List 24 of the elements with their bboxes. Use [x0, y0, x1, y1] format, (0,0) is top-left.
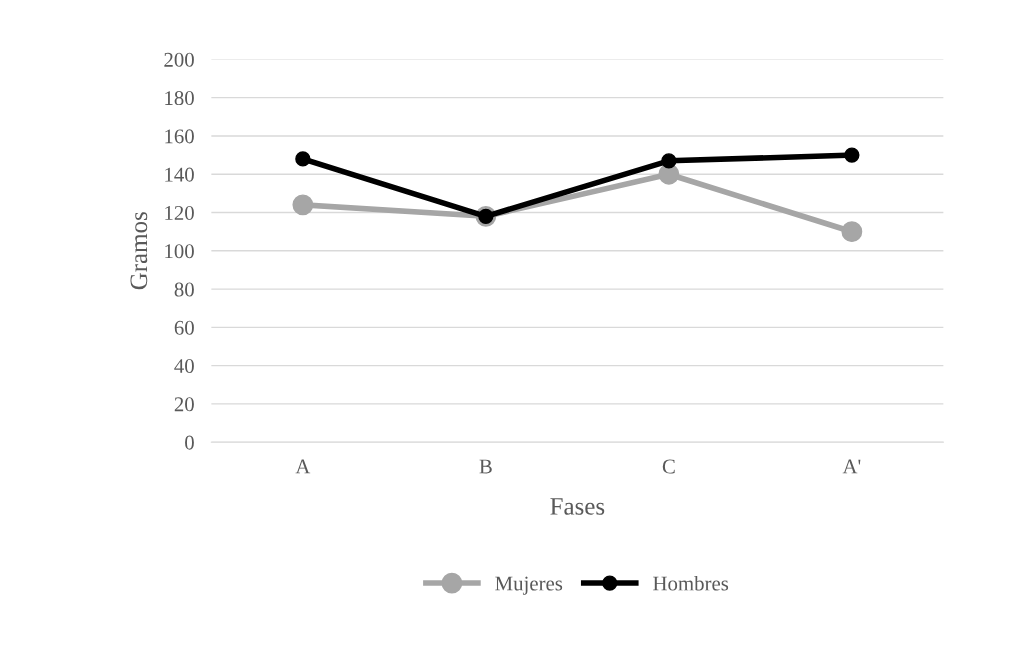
x-tick-label: C [662, 459, 675, 474]
y-axis-title: Gramos [130, 212, 148, 290]
y-tick-label: 140 [165, 167, 194, 182]
legend-label: Hombres [653, 575, 729, 591]
x-tick-label: B [479, 459, 492, 474]
legend-label: Mujeres [495, 576, 563, 595]
y-tick-label: 0 [185, 435, 194, 450]
point [295, 151, 311, 167]
y-tick-label: 20 [174, 397, 194, 412]
y-tick-label: 200 [164, 52, 194, 67]
point [841, 221, 863, 243]
y-tick-label: 180 [165, 91, 194, 106]
x-tick-label: A' [842, 459, 861, 474]
y-tick-label: 40 [174, 359, 194, 374]
y-tick-label: 120 [165, 205, 194, 220]
point [844, 147, 860, 163]
y-tick-label: 100 [165, 244, 194, 259]
y-tick-label: 60 [174, 320, 194, 335]
y-tick-label: 80 [174, 282, 194, 297]
point [292, 194, 314, 216]
x-tick-label: A [295, 459, 311, 474]
x-axis-title: Fases [550, 498, 605, 515]
y-tick-label: 160 [165, 129, 194, 144]
point [661, 153, 677, 169]
